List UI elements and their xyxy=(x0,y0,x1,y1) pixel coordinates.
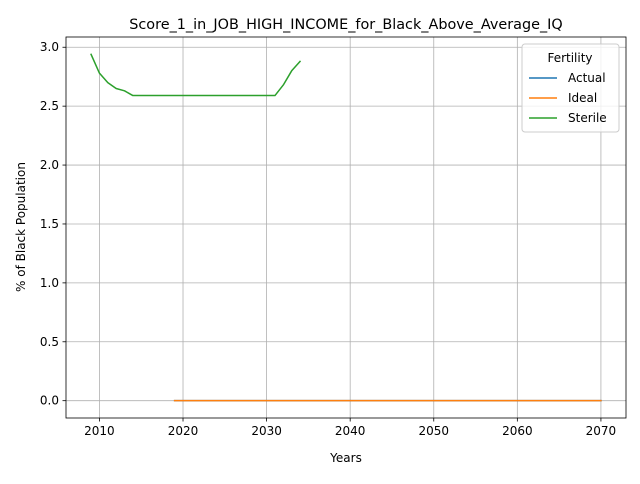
y-tick-label: 2.5 xyxy=(40,99,59,113)
legend-entries: Actual Ideal Sterile xyxy=(529,71,607,125)
x-tick-label: 2010 xyxy=(84,424,115,438)
y-tick-label: 0.5 xyxy=(40,335,59,349)
legend: Fertility Actual Ideal Sterile xyxy=(521,43,620,133)
x-tick-label: 2020 xyxy=(168,424,199,438)
chart-title: Score_1_in_JOB_HIGH_INCOME_for_Black_Abo… xyxy=(129,17,562,33)
legend-label-ideal: Ideal xyxy=(568,91,597,105)
grid xyxy=(66,37,626,418)
x-tick-label: 2050 xyxy=(418,424,449,438)
x-tick-label: 2070 xyxy=(586,424,617,438)
y-tick-label: 2.0 xyxy=(40,158,59,172)
plot-frame xyxy=(65,36,627,419)
series-line-sterile xyxy=(90,53,302,97)
y-tick-label: 1.0 xyxy=(40,276,59,290)
legend-box xyxy=(521,43,620,133)
x-tick-label: 2030 xyxy=(251,424,282,438)
legend-label-actual: Actual xyxy=(568,71,606,85)
x-tick-label: 2060 xyxy=(502,424,533,438)
y-tick-label: 1.5 xyxy=(40,217,59,231)
y-tick-label: 3.0 xyxy=(40,40,59,54)
x-tick-label: 2040 xyxy=(335,424,366,438)
series-lines xyxy=(90,53,602,402)
legend-label-sterile: Sterile xyxy=(568,111,607,125)
y-axis-label: % of Black Population xyxy=(14,162,28,292)
y-tick-label: 0.0 xyxy=(40,394,59,408)
x-axis-ticks: 2010 2020 2030 2040 2050 2060 2070 xyxy=(84,418,616,438)
y-axis-ticks: 0.0 0.5 1.0 1.5 2.0 2.5 3.0 xyxy=(40,40,66,408)
legend-title: Fertility xyxy=(547,51,592,65)
x-axis-label: Years xyxy=(329,451,362,465)
